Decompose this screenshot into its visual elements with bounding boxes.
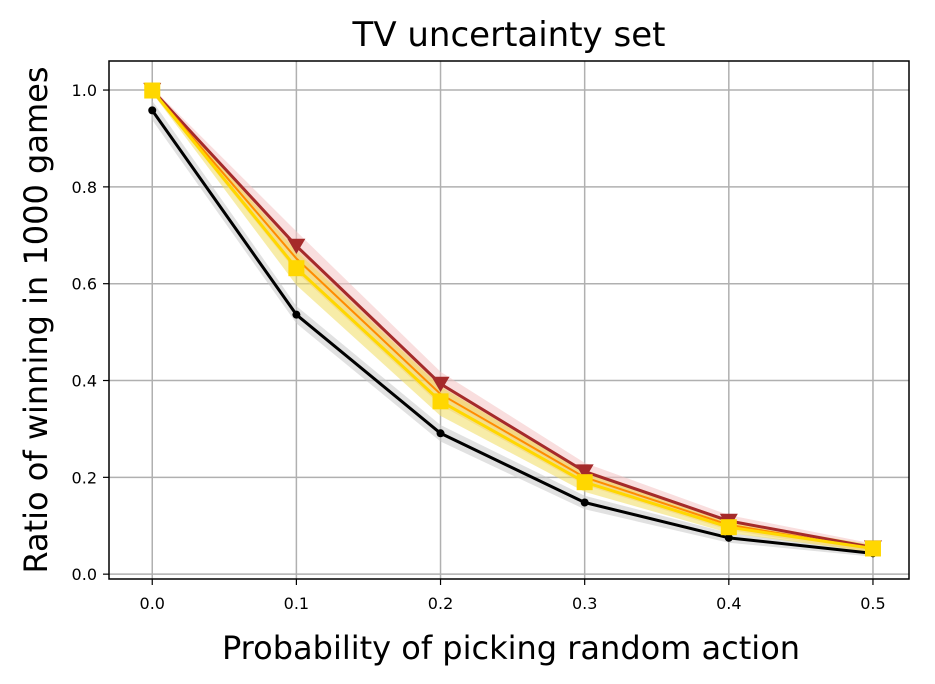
data-point-triangle [287,238,306,255]
data-point-square [144,82,161,99]
confidence-band-1 [152,87,873,552]
data-point-circle [292,310,301,319]
series-lines [151,89,874,555]
y-tick-label: 0.0 [72,565,97,584]
x-tick-label: 0.5 [860,594,885,613]
y-tick-label: 0.4 [72,372,97,391]
data-point-square [576,474,593,491]
data-point-square [864,540,881,557]
y-axis-title: Ratio of winning in 1000 games [17,66,55,573]
confidence-bands [152,87,873,557]
x-tick-label: 0.2 [428,594,453,613]
chart-title: TV uncertainty set [352,15,666,55]
data-point-triangle [575,464,594,480]
data-point-triangle [431,376,450,393]
data-point-circle [580,498,589,507]
x-tick-label: 0.1 [284,594,309,613]
plot-frame [108,60,910,580]
series-line-3 [151,89,874,550]
y-tick-label: 0.2 [72,468,97,487]
data-point-square [432,393,449,410]
series-line-1 [151,89,874,550]
y-tick-label: 1.0 [72,81,97,100]
confidence-band-2 [152,88,873,553]
axis-ticks: 0.0 0.1 0.2 0.3 0.4 0.5 0.0 0.2 0.4 0.6 0.8 1.0 [72,81,886,613]
x-tick-label: 0.0 [140,594,165,613]
confidence-band-0 [152,100,873,557]
data-point-circle [148,106,157,115]
series-line-0 [151,109,874,555]
x-tick-label: 0.3 [572,594,597,613]
confidence-band-3 [152,88,873,553]
data-point-square [720,519,737,536]
x-tick-label: 0.4 [716,594,741,613]
series-line-2 [151,89,874,550]
grid [109,61,909,579]
data-point-circle [436,429,445,438]
data-point-circle [724,533,733,542]
data-point-square [288,260,305,277]
y-tick-label: 0.8 [72,178,97,197]
y-tick-label: 0.6 [72,275,97,294]
series-markers [143,82,882,558]
x-axis-title: Probability of picking random action [222,629,800,667]
